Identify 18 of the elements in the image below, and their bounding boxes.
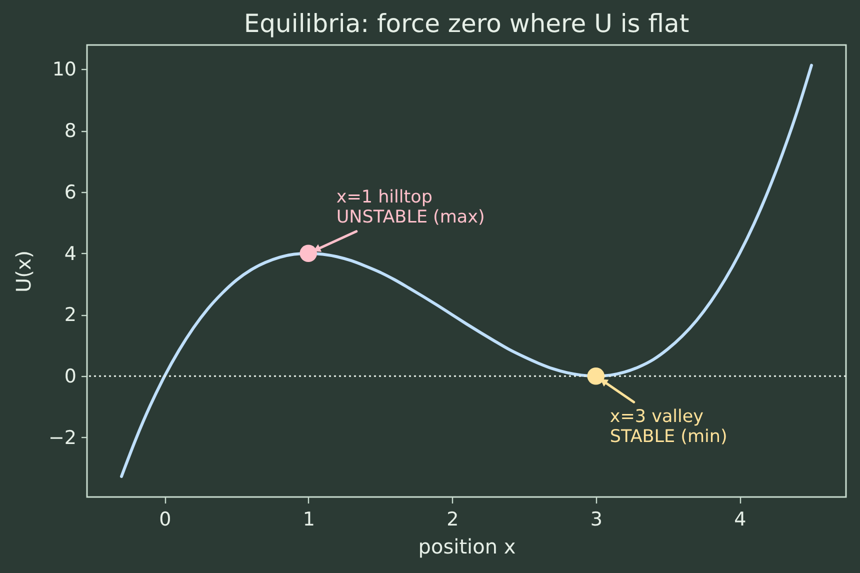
annotation: x=1 hilltop UNSTABLE (max) — [336, 187, 485, 228]
y-tick-label: 8 — [64, 120, 76, 142]
x-tick-label: 4 — [734, 508, 746, 530]
x-axis-title: position x — [418, 534, 516, 558]
y-tick-label: 0 — [64, 366, 76, 388]
x-tick-label: 1 — [302, 508, 315, 530]
x-tick-label: 0 — [159, 508, 172, 530]
x-tick-label: 2 — [446, 508, 459, 530]
x-tick-label: 3 — [590, 508, 602, 530]
chart-title: Equilibria: force zero where U is flat — [244, 9, 690, 38]
y-tick-label: 10 — [52, 58, 76, 81]
y-tick-label: 6 — [64, 181, 76, 204]
y-tick-label: −2 — [48, 426, 76, 449]
line-series — [120, 64, 813, 478]
y-tick-label: 4 — [64, 242, 76, 265]
y-tick-label: 2 — [64, 304, 76, 326]
annotation: x=3 valley STABLE (min) — [610, 407, 728, 448]
y-axis-title: U(x) — [11, 250, 36, 293]
